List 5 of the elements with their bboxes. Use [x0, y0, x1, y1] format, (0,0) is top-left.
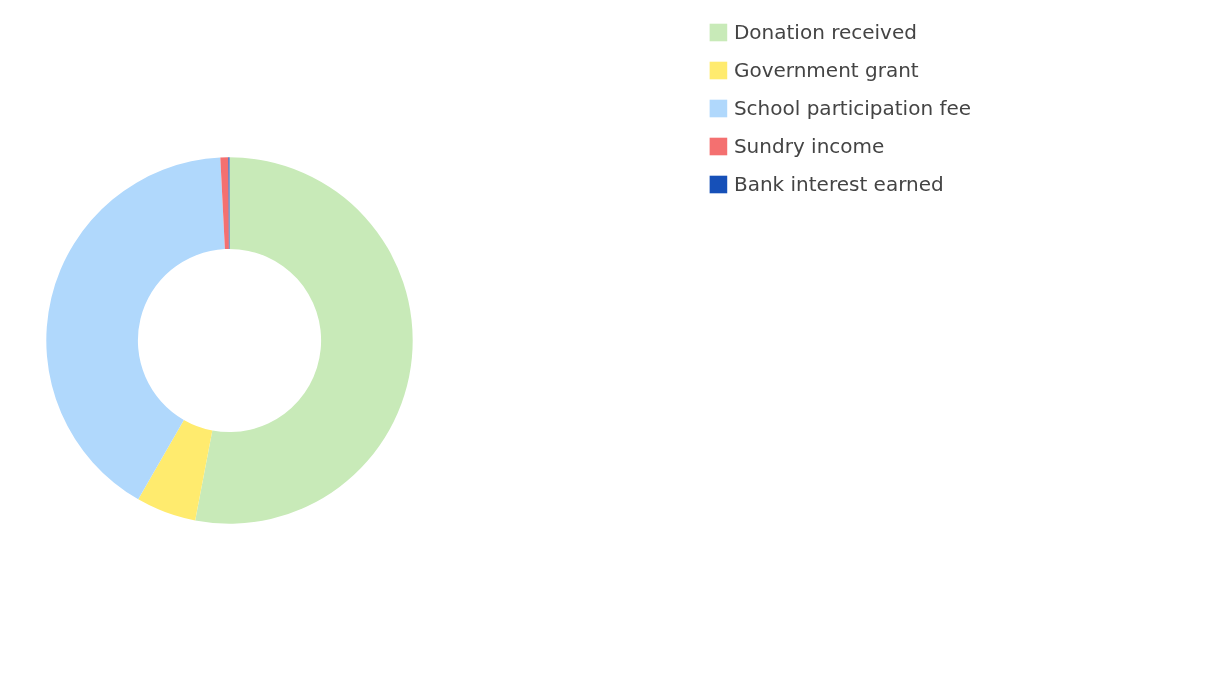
legend-label: Sundry income — [733, 134, 885, 158]
legend-label: Bank interest earned — [733, 172, 944, 196]
legend-label: Donation received — [733, 20, 917, 44]
legend-label: School participation fee — [733, 96, 972, 120]
legend-label: Government grant — [733, 58, 919, 82]
